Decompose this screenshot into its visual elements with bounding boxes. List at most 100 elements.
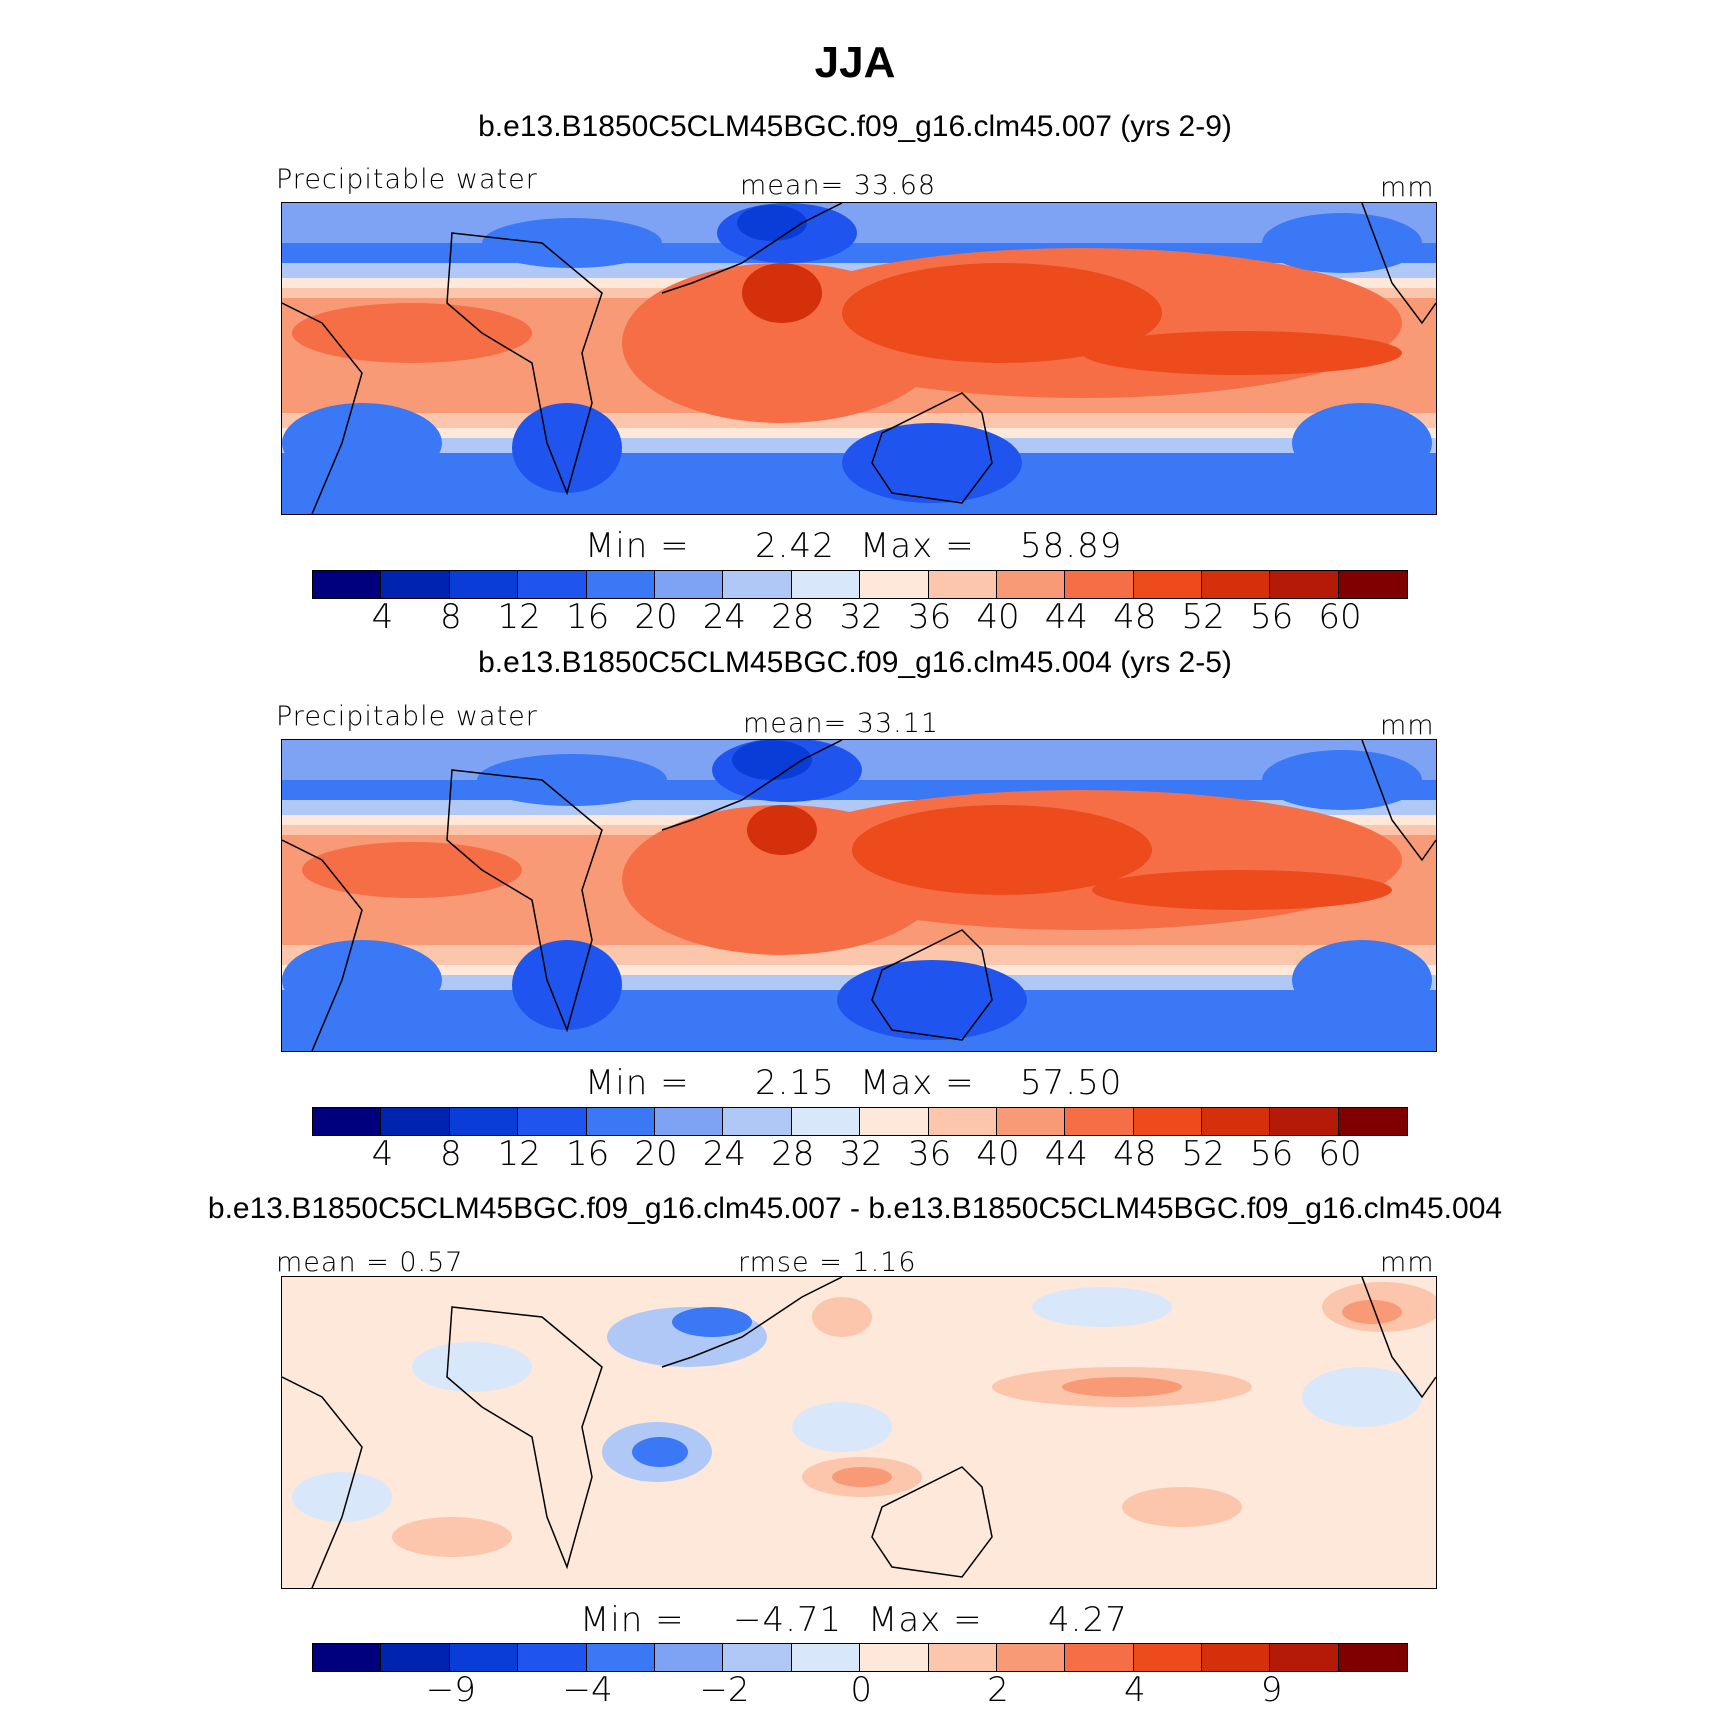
panel1-map [281, 202, 1437, 515]
colorbar-swatch [1202, 1644, 1271, 1671]
colorbar-swatch [449, 1644, 519, 1671]
panel3-mean-label: mean = 0.57 [276, 1247, 464, 1278]
colorbar-swatch [1065, 571, 1134, 598]
colorbar-swatch [1338, 1108, 1408, 1135]
colorbar-swatch [518, 1108, 587, 1135]
colorbar-tick-label: 8 [439, 597, 462, 637]
colorbar-tick-label: 36 [907, 597, 952, 637]
colorbar-tick-label: 44 [1044, 597, 1089, 637]
panel3-min-label: Min = [580, 1600, 685, 1640]
colorbar-swatch [654, 1644, 724, 1671]
colorbar-tick-label: 56 [1249, 597, 1294, 637]
colorbar-swatch [791, 1644, 861, 1671]
colorbar-tick-label: 60 [1318, 1134, 1362, 1174]
panel2-mean-label: mean= 33.11 [743, 708, 940, 739]
colorbar-swatch [1133, 1644, 1203, 1671]
colorbar-swatch [1133, 1108, 1203, 1135]
colorbar-swatch [860, 1644, 929, 1671]
panel2-map [281, 739, 1437, 1052]
colorbar-swatch [518, 1644, 587, 1671]
panel3-rmse-label: rmse = 1.16 [738, 1247, 917, 1278]
colorbar-tick-label: 0 [850, 1670, 873, 1710]
colorbar-swatch [996, 571, 1066, 598]
panel3-max-label: Max = [868, 1600, 983, 1640]
panel3-max-value: 4.27 [1048, 1600, 1128, 1640]
panel3-field [282, 1277, 1436, 1588]
colorbar-swatch [723, 571, 792, 598]
panel2-max-value: 57.50 [1020, 1063, 1123, 1103]
colorbar-swatch [381, 1644, 450, 1671]
colorbar-tick-label: 48 [1113, 1134, 1157, 1174]
panel3-min-value: −4.71 [733, 1600, 843, 1640]
colorbar-swatch [518, 571, 587, 598]
colorbar-swatch [860, 571, 929, 598]
colorbar-tick-label: 36 [907, 1134, 952, 1174]
colorbar-tick-label: 52 [1181, 1134, 1225, 1174]
colorbar-swatch [996, 1108, 1066, 1135]
colorbar-swatch [1270, 1108, 1339, 1135]
colorbar-tick-label: 8 [439, 1134, 462, 1174]
panel2-case-title: b.e13.B1850C5CLM45BGC.f09_g16.clm45.004 … [478, 646, 1232, 679]
panel1-mean-label: mean= 33.68 [740, 170, 937, 201]
colorbar-swatch [313, 1644, 382, 1671]
colorbar-tick-label: −2 [699, 1670, 750, 1710]
panel2-min-value: 2.15 [755, 1063, 835, 1103]
panel2-min-label: Min = [585, 1063, 690, 1103]
colorbar-swatch [723, 1108, 792, 1135]
panel1-min-value: 2.42 [755, 526, 835, 566]
panel3-map [281, 1276, 1437, 1589]
colorbar-swatch [791, 1108, 861, 1135]
panel2-colorbar [312, 1107, 1409, 1136]
colorbar-tick-label: 16 [565, 1134, 610, 1174]
colorbar-swatch [1133, 571, 1203, 598]
colorbar-swatch [1202, 571, 1271, 598]
figure-title: JJA [814, 38, 896, 87]
panel1-min-label: Min = [585, 526, 690, 566]
colorbar-tick-label: 28 [771, 597, 815, 637]
colorbar-swatch [313, 571, 382, 598]
panel1-variable-label: Precipitable water [276, 164, 538, 195]
colorbar-swatch [1270, 1644, 1339, 1671]
colorbar-tick-label: 44 [1044, 1134, 1089, 1174]
panel1-colorbar [312, 570, 1409, 599]
colorbar-swatch [1065, 1644, 1134, 1671]
colorbar-swatch [1202, 1108, 1271, 1135]
colorbar-tick-label: 32 [839, 597, 883, 637]
panel1-field [282, 203, 1436, 514]
colorbar-tick-label: 24 [702, 597, 747, 637]
colorbar-swatch [654, 571, 724, 598]
panel1-case-title: b.e13.B1850C5CLM45BGC.f09_g16.clm45.007 … [478, 110, 1232, 143]
panel3-units-label: mm [1380, 1247, 1435, 1278]
colorbar-tick-label: 52 [1181, 597, 1225, 637]
colorbar-tick-label: 32 [839, 1134, 883, 1174]
colorbar-tick-label: 40 [976, 1134, 1020, 1174]
colorbar-swatch [449, 571, 519, 598]
colorbar-swatch [928, 1108, 997, 1135]
colorbar-tick-label: 20 [634, 597, 678, 637]
colorbar-tick-label: −9 [425, 1670, 476, 1710]
colorbar-tick-label: 20 [634, 1134, 678, 1174]
panel2-max-label: Max = [860, 1063, 975, 1103]
colorbar-swatch [449, 1108, 519, 1135]
panel2-field [282, 740, 1436, 1051]
colorbar-swatch [996, 1644, 1066, 1671]
colorbar-swatch [586, 1644, 655, 1671]
colorbar-tick-label: 16 [565, 597, 610, 637]
colorbar-tick-label: 56 [1249, 1134, 1294, 1174]
colorbar-tick-label: 12 [497, 597, 541, 637]
colorbar-swatch [791, 571, 861, 598]
colorbar-swatch [928, 571, 997, 598]
panel1-max-value: 58.89 [1020, 526, 1123, 566]
colorbar-tick-label: −4 [562, 1670, 613, 1710]
colorbar-tick-label: 2 [987, 1670, 1009, 1710]
colorbar-tick-label: 9 [1260, 1670, 1283, 1710]
colorbar-tick-label: 4 [1123, 1670, 1146, 1710]
panel1-max-label: Max = [860, 526, 975, 566]
colorbar-swatch [1338, 1644, 1408, 1671]
panel3-colorbar [312, 1643, 1409, 1672]
colorbar-tick-label: 4 [371, 1134, 394, 1174]
colorbar-swatch [860, 1108, 929, 1135]
colorbar-swatch [1270, 571, 1339, 598]
colorbar-tick-label: 28 [771, 1134, 815, 1174]
colorbar-swatch [586, 1108, 655, 1135]
